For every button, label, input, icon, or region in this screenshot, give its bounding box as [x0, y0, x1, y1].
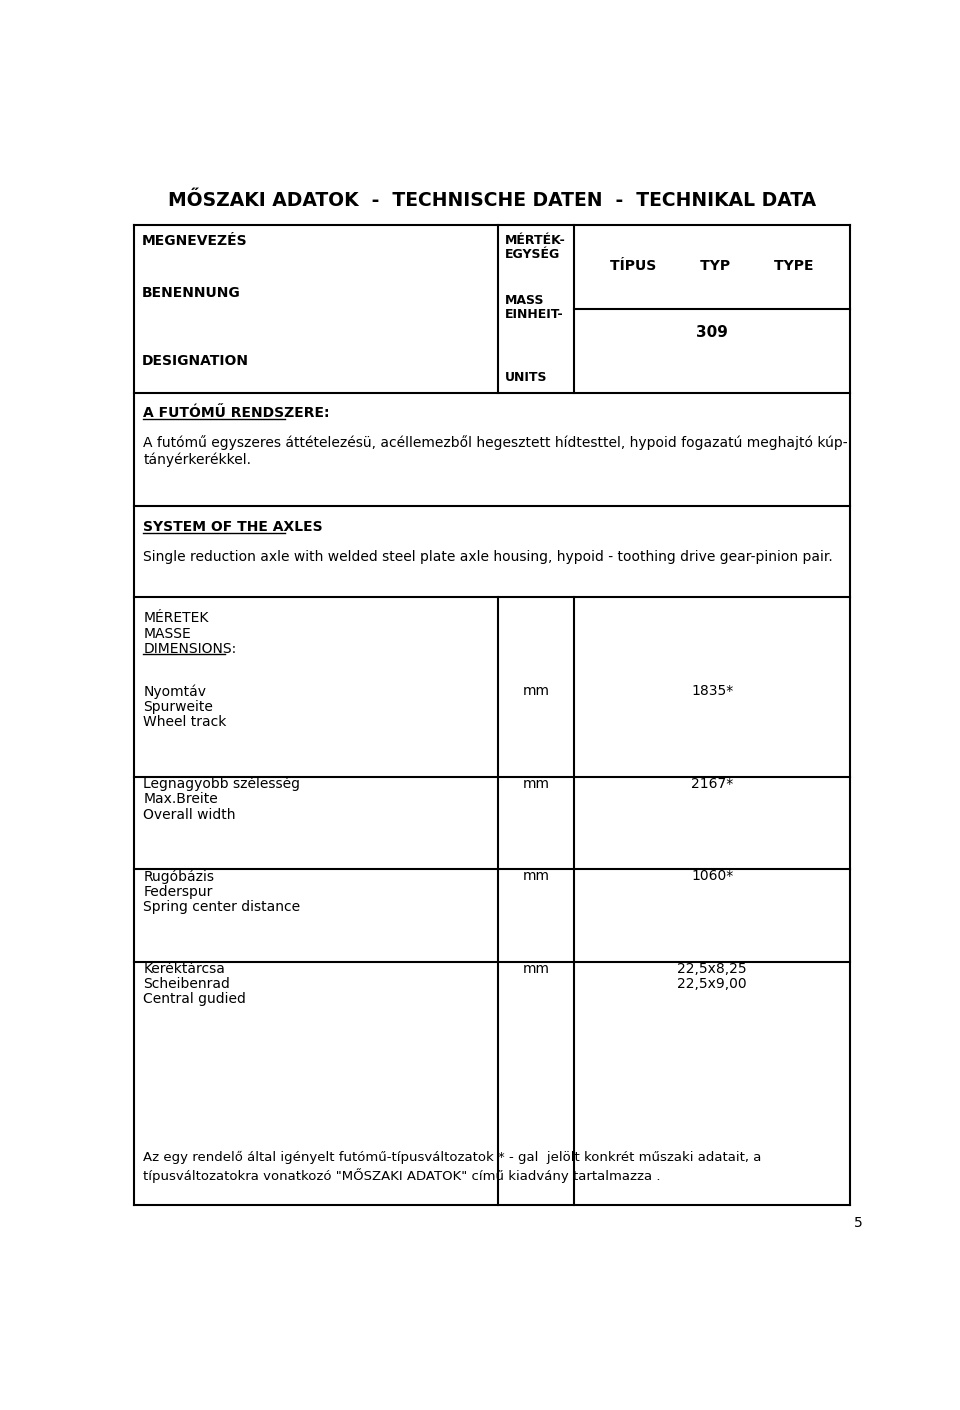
Text: Scheibenrad: Scheibenrad	[143, 977, 230, 991]
Text: mm: mm	[522, 684, 550, 698]
Text: Single reduction axle with welded steel plate axle housing, hypoid - toothing dr: Single reduction axle with welded steel …	[143, 550, 833, 564]
Text: DESIGNATION: DESIGNATION	[142, 354, 249, 368]
Text: A FUTÓMŰ RENDSZERE:: A FUTÓMŰ RENDSZERE:	[143, 406, 329, 420]
Text: Federspur: Federspur	[143, 884, 212, 898]
Text: mm: mm	[522, 869, 550, 883]
Text: Spring center distance: Spring center distance	[143, 900, 300, 914]
Text: BENENNUNG: BENENNUNG	[142, 286, 240, 300]
Text: 22,5x9,00: 22,5x9,00	[678, 977, 747, 991]
Text: UNITS: UNITS	[504, 371, 547, 384]
Text: MASSE: MASSE	[143, 626, 191, 640]
Text: Central gudied: Central gudied	[143, 993, 246, 1007]
Text: 309: 309	[696, 324, 728, 340]
Text: Nyomtáv: Nyomtáv	[143, 684, 206, 699]
Text: 2167*: 2167*	[691, 777, 733, 791]
Text: EGYSÉG: EGYSÉG	[504, 248, 560, 261]
Text: 5: 5	[854, 1217, 863, 1231]
Text: Wheel track: Wheel track	[143, 715, 227, 729]
Text: MÉRETEK: MÉRETEK	[143, 611, 208, 625]
Text: MEGNEVEZÉS: MEGNEVEZÉS	[142, 234, 248, 248]
Text: Az egy rendelő által igényelt futómű-típusváltozatok * - gal  jelölt konkrét műs: Az egy rendelő által igényelt futómű-típ…	[143, 1151, 761, 1165]
Text: DIMENSIONS:: DIMENSIONS:	[143, 642, 236, 656]
Text: mm: mm	[522, 777, 550, 791]
Text: 1835*: 1835*	[691, 684, 733, 698]
Text: 22,5x8,25: 22,5x8,25	[678, 962, 747, 976]
Text: A futómű egyszeres áttételezésü, acéllemezből hegesztett hídtesttel, hypoid foga: A futómű egyszeres áttételezésü, acéllem…	[143, 436, 848, 450]
Text: MŐSZAKI ADATOK  -  TECHNISCHE DATEN  -  TECHNIKAL DATA: MŐSZAKI ADATOK - TECHNISCHE DATEN - TECH…	[168, 190, 816, 210]
Text: Legnagyobb szélesség: Legnagyobb szélesség	[143, 777, 300, 791]
Text: Rugóbázis: Rugóbázis	[143, 869, 214, 884]
Text: Max.Breite: Max.Breite	[143, 792, 218, 807]
Text: mm: mm	[522, 962, 550, 976]
Text: MÉRTÉK-: MÉRTÉK-	[504, 234, 565, 247]
Text: Overall width: Overall width	[143, 808, 236, 822]
Text: Keréktárcsa: Keréktárcsa	[143, 962, 226, 976]
Text: TÍPUS         TYP         TYPE: TÍPUS TYP TYPE	[611, 259, 814, 274]
Text: tányérkerékkel.: tányérkerékkel.	[143, 453, 252, 467]
Text: EINHEIT-: EINHEIT-	[504, 307, 563, 321]
Text: típusváltozatokra vonatkozó "MŐSZAKI ADATOK" című kiadvány tartalmazza .: típusváltozatokra vonatkozó "MŐSZAKI ADA…	[143, 1167, 660, 1183]
Text: SYSTEM OF THE AXLES: SYSTEM OF THE AXLES	[143, 520, 323, 534]
Text: 1060*: 1060*	[691, 869, 733, 883]
Text: MASS: MASS	[504, 293, 544, 307]
Text: Spurweite: Spurweite	[143, 699, 213, 713]
